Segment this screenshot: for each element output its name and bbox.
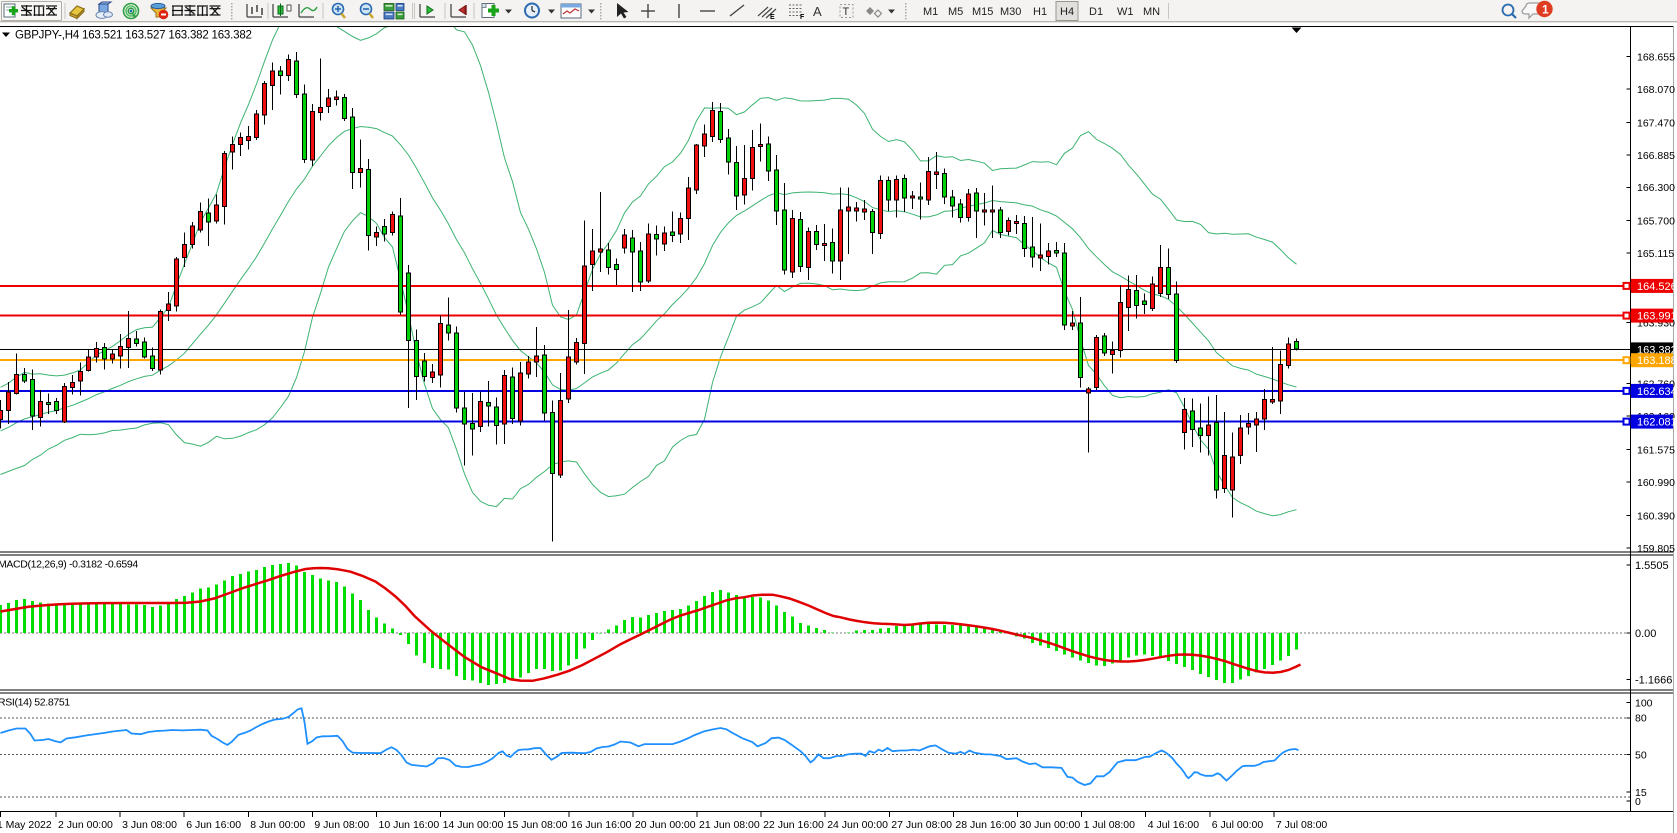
svg-text:21 Jun 08:00: 21 Jun 08:00 [699, 819, 760, 831]
svg-text:M1: M1 [923, 6, 938, 18]
svg-text:2 Jun 00:00: 2 Jun 00:00 [58, 819, 113, 831]
svg-text:168.655: 168.655 [1637, 52, 1675, 64]
svg-text:30 Jun 00:00: 30 Jun 00:00 [1020, 819, 1081, 831]
svg-text:15: 15 [1635, 787, 1647, 799]
svg-text:160.390: 160.390 [1637, 510, 1675, 522]
svg-text:1 Jul 08:00: 1 Jul 08:00 [1084, 819, 1136, 831]
svg-text:164.526: 164.526 [1637, 281, 1677, 293]
svg-text:A: A [813, 4, 822, 19]
svg-text:MN: MN [1143, 6, 1160, 18]
svg-text:168.070: 168.070 [1637, 84, 1675, 96]
svg-text:161.575: 161.575 [1637, 445, 1675, 457]
svg-text:4 Jul 16:00: 4 Jul 16:00 [1148, 819, 1200, 831]
svg-text:10 Jun 16:00: 10 Jun 16:00 [379, 819, 440, 831]
svg-text:RSI(14) 52.8751: RSI(14) 52.8751 [0, 697, 70, 709]
svg-text:100: 100 [1635, 697, 1653, 709]
svg-text:163.991: 163.991 [1637, 311, 1677, 323]
svg-text:16 Jun 16:00: 16 Jun 16:00 [571, 819, 632, 831]
svg-text:28 Jun 16:00: 28 Jun 16:00 [955, 819, 1016, 831]
svg-text:T: T [843, 6, 850, 18]
svg-text:H1: H1 [1033, 6, 1047, 18]
svg-text:M30: M30 [1000, 6, 1021, 18]
svg-text:167.470: 167.470 [1637, 117, 1675, 129]
svg-text:8 Jun 00:00: 8 Jun 00:00 [250, 819, 305, 831]
svg-text:F: F [800, 14, 805, 21]
svg-text:D1: D1 [1089, 6, 1103, 18]
svg-text:27 Jun 08:00: 27 Jun 08:00 [891, 819, 952, 831]
svg-text:80: 80 [1635, 713, 1647, 725]
svg-text:0: 0 [1635, 796, 1641, 808]
svg-text:1: 1 [1542, 3, 1549, 17]
svg-text:162.634: 162.634 [1637, 386, 1677, 398]
svg-text:50: 50 [1635, 749, 1647, 761]
svg-text:6 Jul 00:00: 6 Jul 00:00 [1212, 819, 1264, 831]
svg-text:20 Jun 00:00: 20 Jun 00:00 [635, 819, 696, 831]
svg-text:E: E [770, 14, 775, 21]
svg-text:6 Jun 16:00: 6 Jun 16:00 [186, 819, 241, 831]
svg-text:159.805: 159.805 [1637, 543, 1675, 555]
svg-text:31 May 2022: 31 May 2022 [0, 819, 52, 831]
svg-text:165.700: 165.700 [1637, 216, 1675, 228]
svg-text:14 Jun 00:00: 14 Jun 00:00 [443, 819, 504, 831]
svg-text:0.00: 0.00 [1635, 628, 1656, 640]
svg-text:M15: M15 [972, 6, 993, 18]
svg-text:166.885: 166.885 [1637, 150, 1675, 162]
svg-text:M5: M5 [948, 6, 963, 18]
svg-text:163.188: 163.188 [1637, 355, 1677, 367]
svg-text:W1: W1 [1117, 6, 1134, 18]
svg-text:162.081: 162.081 [1637, 417, 1677, 429]
svg-text:MACD(12,26,9) -0.3182 -0.6594: MACD(12,26,9) -0.3182 -0.6594 [0, 559, 138, 571]
svg-text:3 Jun 08:00: 3 Jun 08:00 [122, 819, 177, 831]
svg-text:9 Jun 08:00: 9 Jun 08:00 [314, 819, 369, 831]
svg-text:GBPJPY-,H4 163.521 163.527 16: GBPJPY-,H4 163.521 163.527 163.382 163.3… [15, 30, 252, 42]
svg-text:160.990: 160.990 [1637, 477, 1675, 489]
svg-text:H4: H4 [1060, 6, 1074, 18]
svg-text:24 Jun 00:00: 24 Jun 00:00 [827, 819, 888, 831]
svg-text:166.300: 166.300 [1637, 182, 1675, 194]
svg-text:1.5505: 1.5505 [1635, 560, 1669, 572]
svg-text:-1.1666: -1.1666 [1635, 675, 1672, 687]
svg-text:7 Jul 08:00: 7 Jul 08:00 [1276, 819, 1328, 831]
svg-text:22 Jun 16:00: 22 Jun 16:00 [763, 819, 824, 831]
svg-text:165.115: 165.115 [1637, 248, 1674, 260]
svg-text:15 Jun 08:00: 15 Jun 08:00 [507, 819, 568, 831]
